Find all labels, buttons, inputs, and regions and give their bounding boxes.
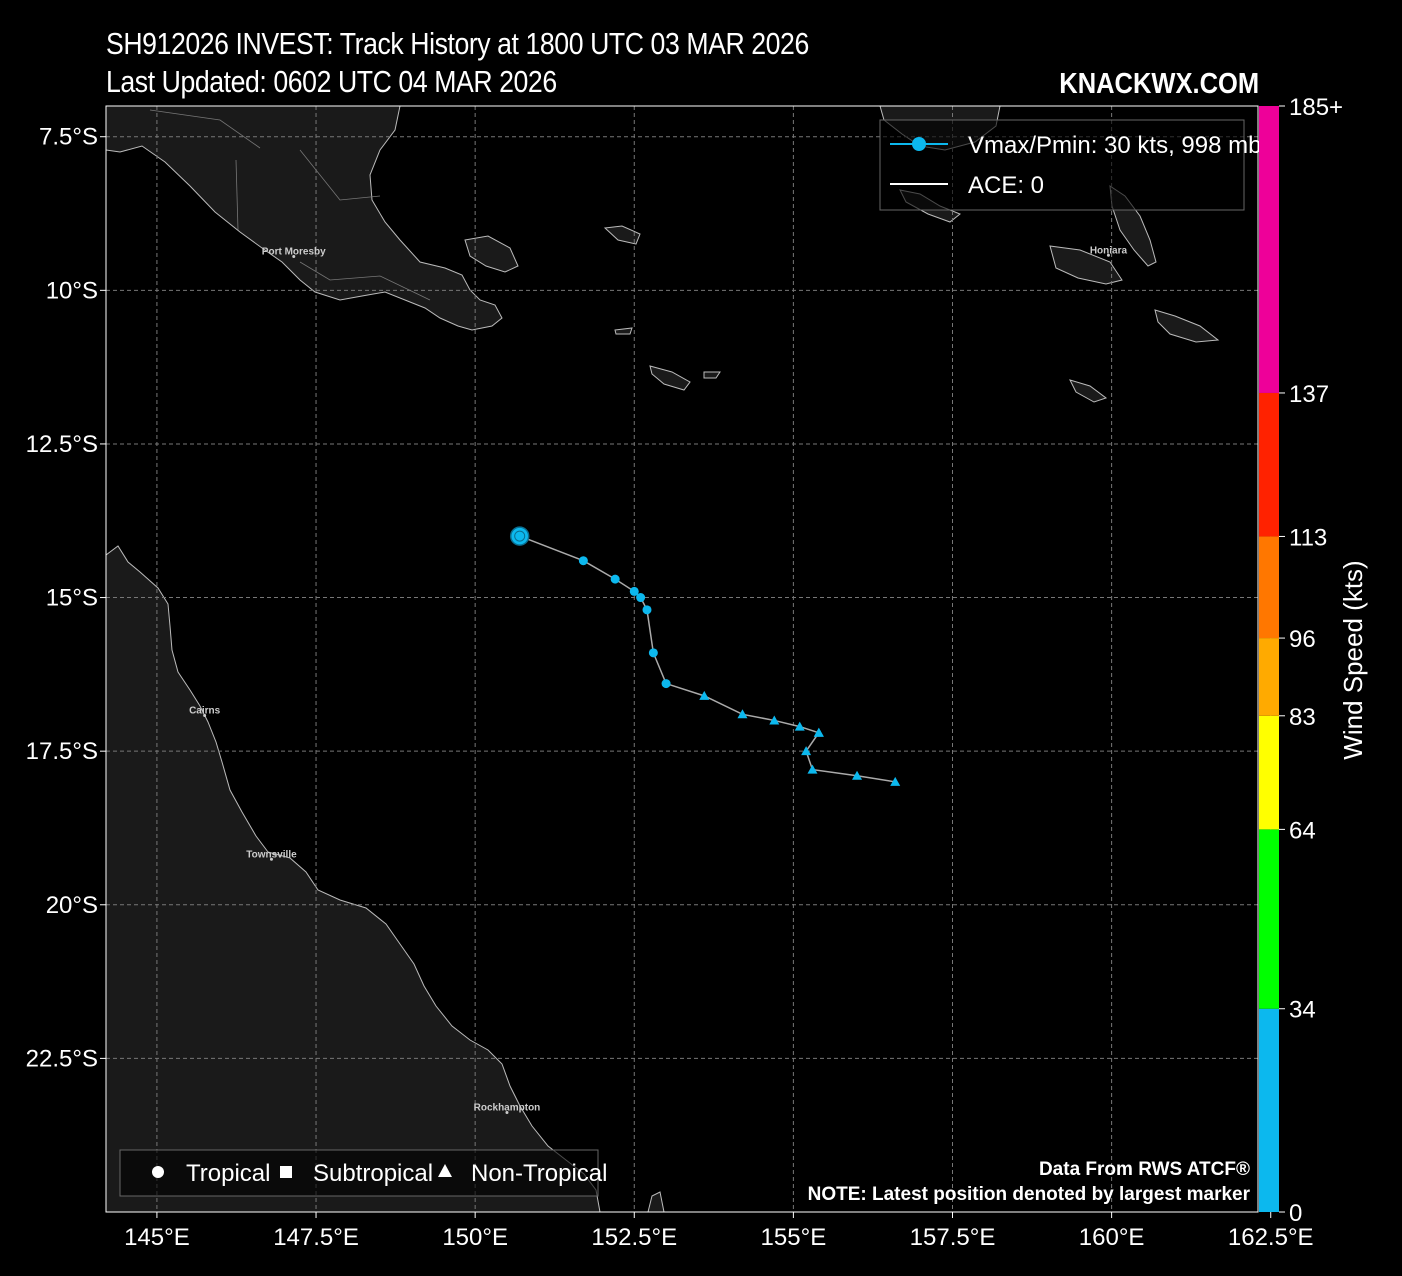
x-tick-label: 160°E xyxy=(1079,1224,1145,1251)
place-label: Townsville xyxy=(246,849,297,860)
x-tick-label: 152.5°E xyxy=(591,1224,677,1251)
place-dot xyxy=(269,857,273,861)
place-dot xyxy=(505,1110,509,1114)
track-point-tropical xyxy=(661,679,671,689)
y-tick-label: 10°S xyxy=(46,277,98,304)
legend-track-label: Vmax/Pmin: 30 kts, 998 mb xyxy=(968,132,1261,159)
y-tick-label: 22.5°S xyxy=(26,1045,98,1072)
colorbar-segment xyxy=(1259,638,1279,716)
place-label: Rockhampton xyxy=(474,1102,541,1113)
place-label: Honiara xyxy=(1090,245,1128,256)
marker-type-legend: Tropical Subtropical Non-Tropical xyxy=(119,1149,608,1197)
y-tick-label: 7.5°S xyxy=(39,124,98,151)
x-tick-label: 162.5°E xyxy=(1228,1224,1314,1251)
land-island xyxy=(649,365,691,391)
y-tick-label: 15°S xyxy=(46,585,98,612)
wind-speed-colorbar: 0 34 64 83 96 113 137 185+ xyxy=(1259,94,1343,1227)
chart-title: SH912026 INVEST: Track History at 1800 U… xyxy=(106,26,809,61)
land-new-caledonia-tip xyxy=(647,1191,665,1212)
track-point-tropical xyxy=(610,574,620,584)
colorbar-tick-label: 83 xyxy=(1289,704,1316,731)
track-point-tropical xyxy=(578,556,588,566)
legend-tropical-marker xyxy=(152,1166,164,1178)
track-point-tropical xyxy=(636,593,646,603)
legend-tropical-label: Tropical xyxy=(186,1160,270,1187)
border-line xyxy=(149,109,431,301)
place-labels: Port Moresby Honiara Cairns Townsville Rockh… xyxy=(189,245,1127,1114)
colorbar-tick-label: 0 xyxy=(1289,1200,1302,1227)
land-australia xyxy=(106,545,601,1212)
x-tick-label: 147.5°E xyxy=(273,1224,359,1251)
colorbar-tick-label: 64 xyxy=(1289,817,1316,844)
land-island xyxy=(614,327,633,335)
legend-subtropical-label: Subtropical xyxy=(313,1160,433,1187)
track-point-non-tropical xyxy=(737,709,748,719)
colorbar-segment xyxy=(1259,715,1279,830)
land-island xyxy=(703,371,721,379)
y-tick-label: 20°S xyxy=(46,892,98,919)
track-point-tropical xyxy=(642,605,652,615)
land-solomon-islands xyxy=(1154,309,1220,343)
colorbar-label: Wind Speed (kts) xyxy=(1338,560,1368,759)
map-frame xyxy=(105,105,1259,1213)
track-point-latest-inner xyxy=(514,530,526,542)
colorbar-tick-label: 96 xyxy=(1289,626,1316,653)
storm-track xyxy=(509,526,901,786)
land-new-guinea xyxy=(106,106,503,331)
marker-legend-box xyxy=(119,1149,599,1197)
colorbar-segment xyxy=(1259,536,1279,639)
colorbar-segment xyxy=(1259,829,1279,1009)
place-dot xyxy=(203,714,207,718)
latest-position-note: NOTE: Latest position denoted by largest… xyxy=(808,1184,1251,1205)
colorbar-tick-label: 113 xyxy=(1289,524,1327,551)
brand-logo-text: KNACKWX.COM xyxy=(1059,68,1259,100)
colorbar-tick-label: 34 xyxy=(1289,997,1316,1024)
chart-subtitle: Last Updated: 0602 UTC 04 MAR 2026 xyxy=(106,64,557,99)
x-tick-label: 157.5°E xyxy=(910,1224,996,1251)
track-point-non-tropical xyxy=(890,776,901,786)
y-tick-label: 12.5°S xyxy=(26,431,98,458)
data-source-note: Data From RWS ATCF® xyxy=(1039,1159,1250,1180)
colorbar-segment xyxy=(1259,106,1279,393)
place-dot xyxy=(1106,253,1110,257)
colorbar-segment xyxy=(1259,1008,1279,1212)
track-point-tropical xyxy=(629,586,639,596)
track-point-tropical xyxy=(648,648,658,658)
track-legend: Vmax/Pmin: 30 kts, 998 mb ACE: 0 xyxy=(879,119,1261,211)
land-solomon-islands xyxy=(1069,379,1108,403)
track-point-non-tropical xyxy=(699,690,710,700)
track-point-non-tropical xyxy=(807,764,818,774)
legend-subtropical-marker xyxy=(280,1166,292,1178)
track-point-non-tropical xyxy=(801,746,812,756)
gridlines xyxy=(106,106,1272,1212)
x-tick-label: 145°E xyxy=(124,1224,190,1251)
track-point-non-tropical xyxy=(852,770,863,780)
legend-non-tropical-label: Non-Tropical xyxy=(471,1160,608,1187)
legend-track-marker xyxy=(912,137,926,151)
y-axis-ticks: 7.5°S 10°S 12.5°S 15°S 17.5°S 20°S 22.5°S xyxy=(26,124,106,1072)
x-tick-label: 150°E xyxy=(442,1224,508,1251)
y-tick-label: 17.5°S xyxy=(26,738,98,765)
legend-box xyxy=(879,119,1245,211)
legend-ace-label: ACE: 0 xyxy=(968,172,1044,199)
land-island xyxy=(464,235,519,273)
land-island xyxy=(603,225,641,245)
place-label: Port Moresby xyxy=(262,247,326,258)
x-tick-label: 155°E xyxy=(761,1224,827,1251)
colorbar-segment xyxy=(1259,392,1279,537)
track-point-non-tropical xyxy=(813,727,824,737)
colorbar-tick-label: 185+ xyxy=(1289,94,1343,121)
place-label: Cairns xyxy=(189,706,221,717)
place-dot xyxy=(292,255,296,259)
land-solomon-islands xyxy=(1049,245,1123,285)
track-point-non-tropical xyxy=(769,715,780,725)
legend-non-tropical-marker xyxy=(438,1164,452,1177)
x-axis-ticks: 145°E 147.5°E 150°E 152.5°E 155°E 157.5°E 160°… xyxy=(124,1212,1314,1251)
colorbar-tick-label: 137 xyxy=(1289,381,1329,408)
track-point-non-tropical xyxy=(794,721,805,731)
